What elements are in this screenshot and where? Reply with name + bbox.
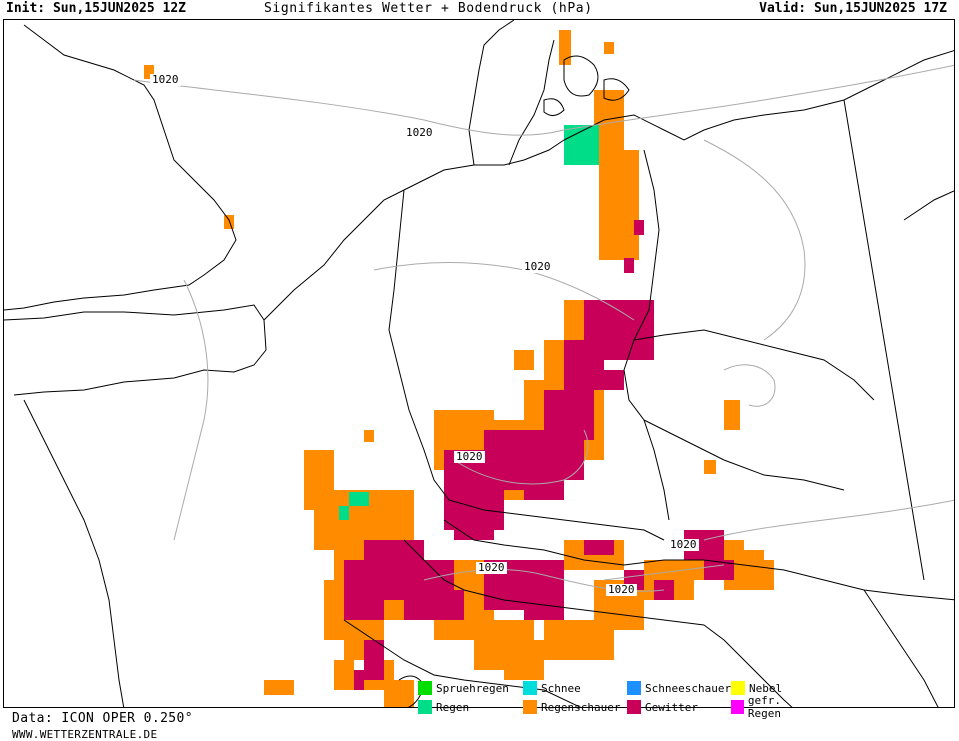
precip-cell [384,680,414,707]
precip-cell [604,370,624,390]
valid-time: Valid: Sun,15JUN2025 17Z [759,1,947,16]
legend-swatch [418,681,432,695]
legend-label: Nebel [749,681,783,695]
website-link[interactable]: WWW.WETTERZENTRALE.DE [12,728,158,741]
precip-cell [564,460,584,480]
isobar-label: 1020 [454,450,485,463]
precip-cell [559,30,571,65]
coastlines-borders [4,20,954,707]
legend-item-schneeschauer: Schneeschauer [627,680,731,696]
precip-cell [354,670,364,690]
precip-cell [704,560,734,580]
precip-cell [634,220,644,235]
precipitation-layer [144,30,774,707]
legend-label: Regen [436,700,470,714]
precip-cell [724,400,740,430]
isobar-label: 1020 [404,126,435,139]
map-title: Signifikantes Wetter + Bodendruck (hPa) [264,1,593,16]
legend-item-gewitter: Gewitter [627,699,698,715]
legend-label: Spruehregen [436,681,509,695]
precip-cell [604,42,614,54]
precip-cell [404,590,464,620]
isobar-label: 1020 [150,73,181,86]
legend-label: Schnee [541,681,581,695]
legend-swatch [627,700,641,714]
precip-cell [364,640,384,680]
isobar-label: 1020 [476,561,507,574]
legend: Spruehregen Schnee Schneeschauer Nebel R… [415,677,815,720]
legend-item-spruehregen: Spruehregen [418,680,509,696]
precip-cell [604,220,634,250]
precip-cell [264,680,294,695]
precip-cell [224,215,234,229]
legend-label: Gewitter [645,700,698,714]
legend-swatch [523,700,537,714]
init-time: Init: Sun,15JUN2025 12Z [6,1,187,16]
legend-item-schnee: Schnee [523,680,581,696]
precip-cell [524,440,564,500]
legend-label: Schneeschauer [645,681,732,695]
legend-label: gefr. Regen [747,694,782,720]
isobar-label: 1020 [606,583,637,596]
legend-item-regen: Regen [418,699,469,715]
weather-map[interactable]: 1020 1020 1020 1020 1020 1020 1020 [3,19,955,708]
legend-swatch [523,681,537,695]
precip-cell [564,340,604,390]
precip-cell [339,506,349,520]
precip-cell [584,540,614,555]
legend-swatch [418,700,432,714]
precip-cell [454,510,494,540]
precip-cell [624,258,634,273]
precip-cell [144,65,154,79]
precip-cell [364,430,374,442]
data-source: Data: ICON OPER 0.250° [12,711,193,726]
precip-cell [524,580,564,620]
legend-item-nebel: Nebel [731,680,782,696]
isobar-label: 1020 [668,538,699,551]
precip-cell [564,430,584,460]
precip-cell [594,620,614,660]
precip-cell [334,660,354,690]
precip-cell [704,460,716,474]
legend-swatch [731,700,744,714]
isobar-label: 1020 [522,260,553,273]
isobars-1020 [133,64,954,592]
legend-item-gefr-regen: gefr. Regen [731,694,815,720]
precip-cell [744,560,774,590]
legend-label: Regenschauer [541,700,621,714]
legend-swatch [731,681,745,695]
precip-cell [349,492,369,506]
precip-cell [344,560,384,620]
precip-cell [564,640,584,660]
header-bar: Init: Sun,15JUN2025 12Z Signifikantes We… [0,0,959,18]
precip-cell [514,350,534,370]
legend-swatch [627,681,641,695]
precip-cell [504,640,544,680]
map-canvas [4,20,954,707]
legend-item-regenschauer: Regenschauer [523,699,620,715]
